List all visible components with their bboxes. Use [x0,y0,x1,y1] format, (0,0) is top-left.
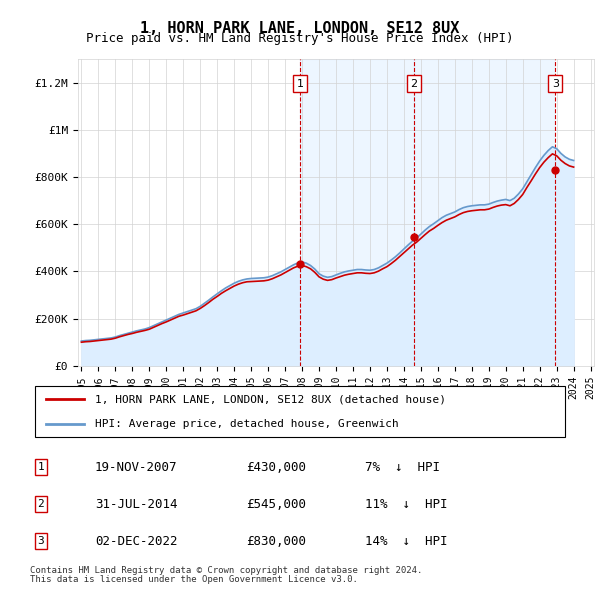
Text: 1: 1 [296,78,304,88]
Text: 1: 1 [37,462,44,472]
Text: £430,000: £430,000 [246,461,306,474]
Text: 1, HORN PARK LANE, LONDON, SE12 8UX (detached house): 1, HORN PARK LANE, LONDON, SE12 8UX (det… [95,394,446,404]
Text: 3: 3 [552,78,559,88]
Text: HPI: Average price, detached house, Greenwich: HPI: Average price, detached house, Gree… [95,419,398,429]
Text: 2: 2 [410,78,418,88]
Text: 2: 2 [37,499,44,509]
Bar [556,59,594,366]
Text: 02-DEC-2022: 02-DEC-2022 [95,535,178,548]
Text: 31-JUL-2014: 31-JUL-2014 [95,497,178,511]
FancyBboxPatch shape [35,386,565,437]
Text: 7%  ↓  HPI: 7% ↓ HPI [365,461,440,474]
Text: Price paid vs. HM Land Registry's House Price Index (HPI): Price paid vs. HM Land Registry's House … [86,32,514,45]
Text: This data is licensed under the Open Government Licence v3.0.: This data is licensed under the Open Gov… [30,575,358,584]
Text: £545,000: £545,000 [246,497,306,511]
Bar [414,59,556,366]
Text: 11%  ↓  HPI: 11% ↓ HPI [365,497,448,511]
Text: 3: 3 [37,536,44,546]
Text: 1, HORN PARK LANE, LONDON, SE12 8UX: 1, HORN PARK LANE, LONDON, SE12 8UX [140,21,460,35]
Text: 14%  ↓  HPI: 14% ↓ HPI [365,535,448,548]
Bar [300,59,414,366]
Text: £830,000: £830,000 [246,535,306,548]
Text: 19-NOV-2007: 19-NOV-2007 [95,461,178,474]
Text: Contains HM Land Registry data © Crown copyright and database right 2024.: Contains HM Land Registry data © Crown c… [30,566,422,575]
